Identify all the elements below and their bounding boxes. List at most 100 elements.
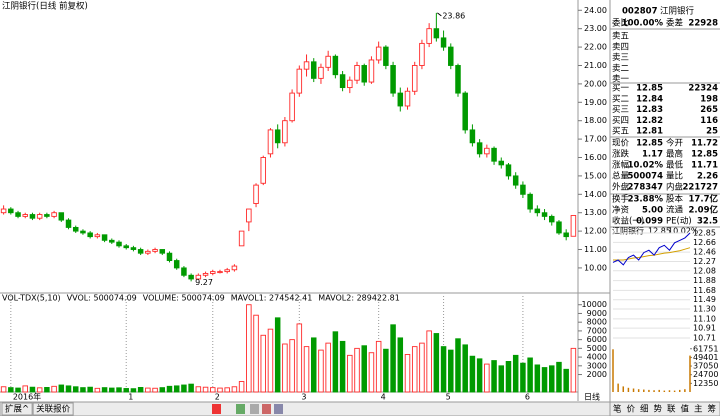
candle-body <box>332 55 339 76</box>
candle-body <box>339 74 346 89</box>
tool-icon[interactable] <box>236 404 245 414</box>
candle-body <box>80 230 86 234</box>
y-tick-label: 13.00 <box>584 208 607 217</box>
mini-volume-label: 37050 <box>693 362 718 371</box>
bid-volume: 265 <box>700 105 718 115</box>
right-tab[interactable]: 筹 <box>708 404 717 415</box>
volume-bar <box>58 384 65 393</box>
candle-body <box>253 184 259 204</box>
tool-icon[interactable] <box>212 404 221 414</box>
volume-bar <box>339 340 346 393</box>
ask-label: 卖五 <box>612 32 630 42</box>
volume-bar <box>390 324 396 393</box>
candle-body <box>491 147 497 162</box>
mini-volume-label: 24700 <box>693 370 718 379</box>
candle-body <box>202 272 209 276</box>
volume-bar <box>51 385 57 393</box>
y-tick-label: 10.00 <box>584 263 607 272</box>
stock-code: 002807 <box>622 7 658 17</box>
volume-bar <box>498 365 505 393</box>
order-ratio-value: 100.00% <box>622 19 664 29</box>
mini-average-line <box>613 247 691 261</box>
y-tick-label: 17.00 <box>584 135 607 144</box>
candle-body <box>130 247 137 250</box>
bid-price: 12.83 <box>636 105 663 115</box>
volume-bar <box>411 346 418 393</box>
volume-bar <box>267 328 274 393</box>
quote-stat-value: 23.88% <box>628 195 664 205</box>
volume-tick-label: 7000 <box>587 326 607 335</box>
bottom-tab[interactable]: 扩展^ <box>5 404 29 415</box>
bid-volume: 22324 <box>688 84 718 94</box>
right-tab[interactable]: 势 <box>654 404 663 415</box>
candle-body <box>36 214 43 219</box>
mini-tick-label: 11.30 <box>693 305 716 314</box>
quote-stat-value: 5.00 <box>642 206 663 216</box>
volume-bar <box>282 343 288 393</box>
y-tick-label: 20.00 <box>584 79 607 88</box>
candle-body <box>173 260 180 269</box>
tool-icon[interactable] <box>262 404 271 414</box>
tool-icon[interactable] <box>274 404 283 414</box>
mini-tick-label: 11.68 <box>693 286 716 295</box>
volume-bar <box>173 385 180 393</box>
mini-tick-label: 11.88 <box>693 276 716 285</box>
quote-stat-value: 278347 <box>628 183 664 193</box>
right-tab[interactable]: 联 <box>667 405 676 415</box>
candle-body <box>375 46 382 61</box>
candle-body <box>65 219 72 228</box>
candle-body <box>390 65 396 94</box>
candle-body <box>310 61 317 79</box>
right-tab[interactable]: 笔 <box>613 404 622 415</box>
y-tick-label: 14.00 <box>584 190 607 199</box>
volume-bar <box>296 323 303 393</box>
candle-body <box>195 274 202 280</box>
x-tick-label: 2 <box>215 393 220 402</box>
bid-price: 12.84 <box>636 94 663 104</box>
volume-bar <box>274 317 281 393</box>
candle-body <box>383 46 389 66</box>
tab-frame <box>1 402 33 416</box>
mini-tick-label: 12.66 <box>693 238 716 247</box>
candle-body <box>217 271 223 274</box>
candle-body <box>361 65 367 83</box>
candle-body <box>246 208 252 223</box>
candle-body <box>101 234 108 241</box>
y-tick-label: 15.00 <box>584 171 607 180</box>
candle-body <box>404 90 411 107</box>
bottom-tab[interactable]: 关联报价 <box>36 404 71 415</box>
volume-bar <box>520 362 526 393</box>
x-tick-label: 4 <box>381 393 386 402</box>
candle-body <box>87 232 93 238</box>
candle-body <box>325 55 331 68</box>
order-ratio-label: 委差 <box>666 18 683 29</box>
low-annotation: 9.27 <box>195 278 213 287</box>
right-tab[interactable]: 价 <box>627 405 636 415</box>
candle-body <box>354 65 360 81</box>
volume-bar <box>0 386 7 393</box>
toolbar <box>212 404 283 414</box>
volume-bar <box>476 358 483 393</box>
bid-volume: 25 <box>706 127 718 137</box>
volume-bar <box>15 387 21 393</box>
order-ratio-label: 委比 <box>612 18 629 29</box>
mini-title: 12.85 <box>648 227 671 236</box>
volume-bar <box>563 368 569 393</box>
volume-legend: MAVOL1: 274542.41 <box>231 294 313 303</box>
right-tab[interactable]: 值 <box>681 404 690 415</box>
volume-bar <box>512 354 519 393</box>
quote-stat-label: 内盘 <box>666 182 684 193</box>
volume-legend: VOL-TDX(5,10) <box>2 294 61 303</box>
candle-body <box>419 42 425 66</box>
volume-bar <box>181 384 187 393</box>
mini-volume-label: 12350 <box>693 379 718 388</box>
candle-body <box>570 215 577 237</box>
candle-body <box>549 215 555 223</box>
right-tab[interactable]: 细 <box>640 404 649 415</box>
right-tab[interactable]: 主 <box>694 404 703 415</box>
tool-icon[interactable] <box>250 404 259 414</box>
candle-body <box>159 249 166 254</box>
x-tick-label: 6 <box>525 393 530 402</box>
volume-bar <box>94 387 101 393</box>
quote-stat-label: 流通 <box>666 205 684 216</box>
